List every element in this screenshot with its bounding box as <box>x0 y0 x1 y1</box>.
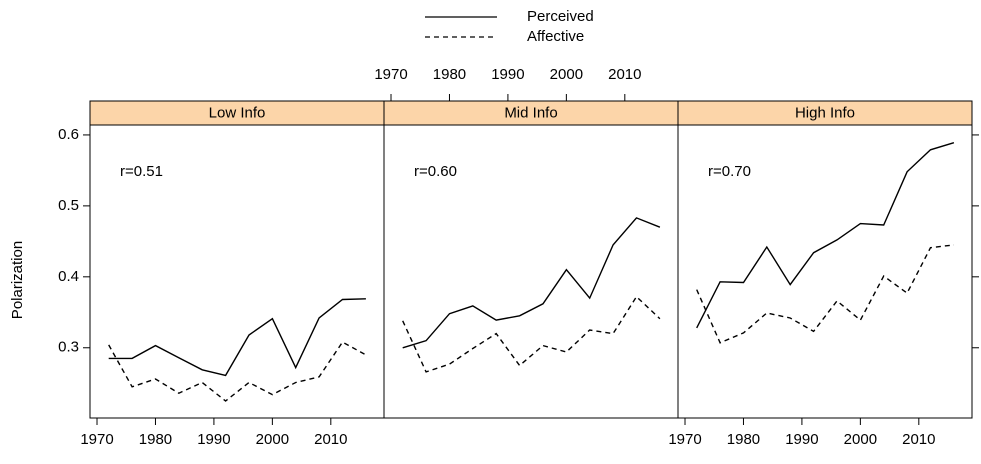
x-tick-label: 1980 <box>433 66 466 83</box>
x-tick-label: 2000 <box>550 66 583 83</box>
series-line <box>108 341 367 402</box>
x-tick-label: 1990 <box>785 431 818 448</box>
panel <box>677 124 973 419</box>
y-tick-label: 0.5 <box>58 197 79 214</box>
strip <box>677 100 973 126</box>
strip <box>383 100 679 126</box>
x-tick-label: 2000 <box>844 431 877 448</box>
annotation: r=0.70 <box>708 163 751 180</box>
x-tick-label: 2010 <box>608 66 641 83</box>
x-tick-label: 1980 <box>139 431 172 448</box>
x-tick-label: 1970 <box>80 431 113 448</box>
series-line <box>402 217 661 349</box>
x-tick-label: 2000 <box>256 431 289 448</box>
annotation: r=0.51 <box>120 163 163 180</box>
x-tick-label: 2010 <box>314 431 347 448</box>
x-tick-label: 1990 <box>491 66 524 83</box>
series-line <box>696 244 954 344</box>
legend-label: Perceived <box>527 8 594 25</box>
x-tick-label: 1970 <box>374 66 407 83</box>
series-line <box>108 298 366 377</box>
x-tick-label: 1970 <box>668 431 701 448</box>
series-line <box>402 295 661 373</box>
legend-label: Affective <box>527 28 584 45</box>
y-tick-label: 0.6 <box>58 126 79 143</box>
x-tick-label: 1980 <box>727 431 760 448</box>
x-tick-label: 2010 <box>902 431 935 448</box>
annotation: r=0.60 <box>414 163 457 180</box>
y-tick-label: 0.3 <box>58 339 79 356</box>
panel-title: High Info <box>795 104 855 121</box>
y-tick-label: 0.4 <box>58 268 79 285</box>
panel-title: Low Info <box>209 104 266 121</box>
panel-title: Mid Info <box>504 104 557 121</box>
y-axis-label: Polarization <box>9 241 26 319</box>
series-line <box>696 142 955 329</box>
x-tick-label: 1990 <box>197 431 230 448</box>
